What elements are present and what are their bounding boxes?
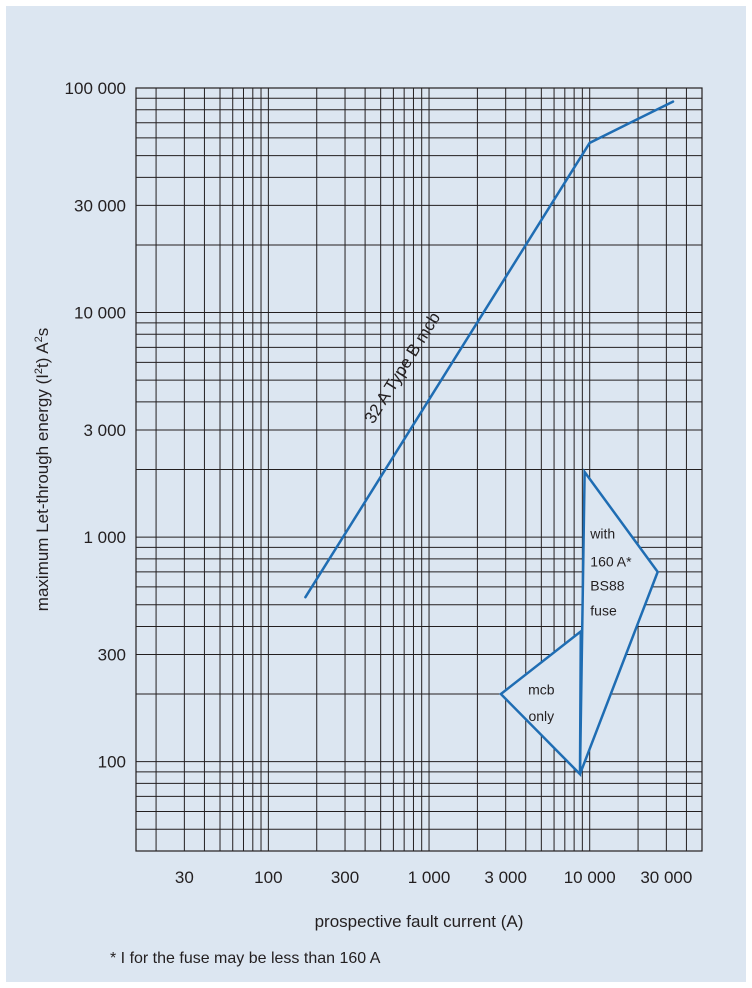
y-axis-label-main: maximum Let-through energy (I — [33, 374, 52, 611]
y-tick-label: 300 — [98, 646, 126, 665]
y-tick-labels: 100 300 1 000 3 000 10 000 30 000 100 000 — [65, 79, 126, 772]
mcb-only-region-marker — [499, 628, 583, 778]
x-tick-label: 300 — [331, 868, 359, 887]
y-axis-label-end: s — [33, 328, 52, 337]
x-tick-label: 3 000 — [484, 868, 527, 887]
x-tick-label: 100 — [254, 868, 282, 887]
fuse-annotation-line: 160 A* — [590, 553, 632, 569]
x-tick-label: 10 000 — [564, 868, 616, 887]
fuse-region-marker — [578, 468, 660, 775]
x-tick-label: 30 — [175, 868, 194, 887]
chart-panel: 30 100 300 1 000 3 000 10 000 30 000 100 300 1 0… — [6, 6, 746, 982]
y-tick-label: 30 000 — [74, 196, 126, 215]
y-axis-label: maximum Let-through energy (I2t) A2s — [33, 328, 52, 611]
mcb-only-annotation-line: only — [528, 708, 554, 724]
x-tick-labels: 30 100 300 1 000 3 000 10 000 30 000 — [175, 868, 692, 887]
series-line — [304, 100, 675, 599]
x-tick-label: 30 000 — [640, 868, 692, 887]
footnote: * I for the fuse may be less than 160 A — [110, 950, 381, 967]
y-axis-label-sup1: 2 — [33, 368, 45, 374]
grid-layer — [135, 87, 703, 852]
fuse-annotation-line: BS88 — [590, 577, 624, 593]
y-tick-label: 1 000 — [83, 528, 126, 547]
y-tick-label: 100 000 — [65, 79, 126, 98]
fuse-annotation-line: fuse — [590, 603, 617, 619]
x-axis-label: prospective fault current (A) — [315, 912, 524, 931]
fuse-annotation-line: with — [589, 525, 615, 541]
annotations: with 160 A* BS88 fuse mcb only — [499, 468, 660, 778]
x-tick-label: 1 000 — [408, 868, 451, 887]
y-tick-label: 100 — [98, 753, 126, 772]
chart: 30 100 300 1 000 3 000 10 000 30 000 100 300 1 0… — [33, 79, 703, 931]
y-tick-label: 10 000 — [74, 304, 126, 323]
y-axis-label-mid: t) A — [33, 342, 52, 368]
series-label: 32 A Type B mcb — [361, 309, 445, 427]
y-tick-label: 3 000 — [83, 421, 126, 440]
mcb-only-annotation-line: mcb — [528, 681, 555, 697]
y-axis-label-sup2: 2 — [33, 336, 45, 342]
